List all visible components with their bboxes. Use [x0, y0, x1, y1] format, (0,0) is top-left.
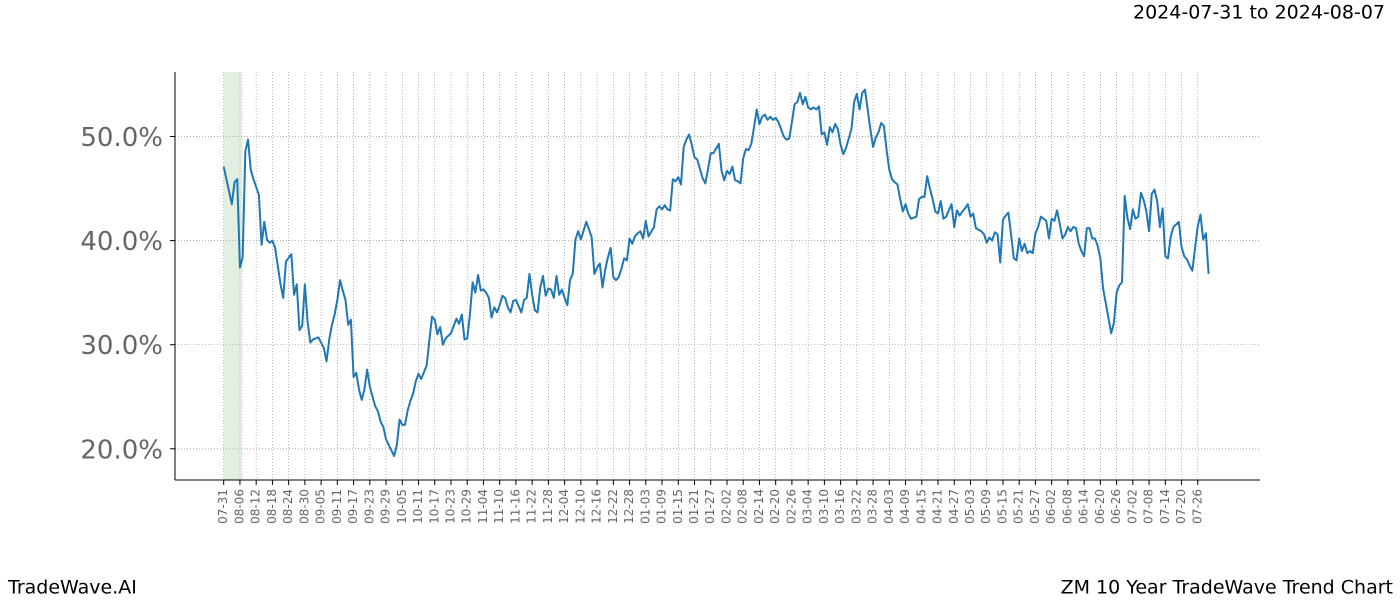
x-tick-label: 05-09 [979, 489, 993, 524]
x-tick-label: 03-28 [866, 489, 880, 524]
x-tick-label: 08-06 [232, 489, 246, 524]
x-tick-label: 10-05 [395, 489, 409, 524]
x-tick-label: 05-03 [963, 489, 977, 524]
x-tick-label: 06-14 [1077, 489, 1091, 524]
x-tick-label: 01-09 [655, 489, 669, 524]
x-tick-label: 03-16 [833, 489, 847, 524]
x-tick-label: 10-23 [443, 489, 457, 524]
x-tick-label: 02-14 [752, 489, 766, 524]
x-tick-label: 02-20 [768, 489, 782, 524]
x-tick-label: 05-15 [995, 489, 1009, 524]
x-tick-label: 03-04 [801, 489, 815, 524]
y-tick-label: 40.0% [80, 227, 163, 257]
x-tick-label: 09-29 [379, 489, 393, 524]
x-tick-label: 01-21 [687, 489, 701, 524]
x-tick-label: 12-28 [622, 489, 636, 524]
x-tick-label: 09-11 [330, 489, 344, 524]
x-tick-label: 09-23 [362, 489, 376, 524]
x-tick-label: 04-03 [882, 489, 896, 524]
x-tick-label: 01-03 [638, 489, 652, 524]
x-tick-label: 04-09 [898, 489, 912, 524]
x-tick-label: 08-12 [249, 489, 263, 524]
x-tick-label: 03-10 [817, 489, 831, 524]
x-tick-label: 08-24 [281, 489, 295, 524]
x-tick-label: 11-10 [492, 489, 506, 524]
x-tick-label: 04-27 [947, 489, 961, 524]
x-tick-label: 05-21 [1012, 489, 1026, 524]
x-tick-label: 10-17 [427, 489, 441, 524]
x-tick-label: 07-31 [216, 489, 230, 524]
x-tick-label: 12-22 [606, 489, 620, 524]
x-tick-label: 06-02 [1044, 489, 1058, 524]
x-tick-label: 08-30 [297, 489, 311, 524]
source-label: TradeWave.AI [7, 577, 137, 599]
plot-area [222, 88, 1210, 458]
x-tick-label: 02-26 [784, 489, 798, 524]
x-tick-label: 08-18 [265, 489, 279, 524]
x-tick-label: 06-26 [1109, 489, 1123, 524]
x-tick-label: 11-28 [541, 489, 555, 524]
x-tick-label: 07-02 [1125, 489, 1139, 524]
x-tick-label: 01-27 [703, 489, 717, 524]
x-tick-label: 11-04 [476, 489, 490, 524]
y-tick-label: 20.0% [80, 435, 163, 465]
x-tick-label: 05-27 [1028, 489, 1042, 524]
chart-title: ZM 10 Year TradeWave Trend Chart [1061, 577, 1393, 599]
x-tick-label: 10-11 [411, 489, 425, 524]
y-tick-label: 50.0% [80, 123, 163, 153]
x-tick-label: 11-22 [525, 489, 539, 524]
x-tick-label: 09-05 [314, 489, 328, 524]
x-tick-label: 06-08 [1060, 489, 1074, 524]
x-tick-label: 07-14 [1158, 489, 1172, 524]
x-tick-label: 04-21 [931, 489, 945, 524]
grid [170, 72, 1260, 485]
highlight-span [223, 72, 243, 480]
x-tick-label: 12-10 [573, 489, 587, 524]
x-tick-label: 12-04 [557, 489, 571, 524]
x-tick-label: 12-16 [590, 489, 604, 524]
y-tick-label: 30.0% [80, 331, 163, 361]
x-tick-label: 07-20 [1174, 489, 1188, 524]
x-tick-label: 07-26 [1190, 489, 1204, 524]
x-tick-label: 06-20 [1093, 489, 1107, 524]
x-tick-label: 02-02 [719, 489, 733, 524]
x-tick-label: 11-16 [508, 489, 522, 524]
x-tick-label: 10-29 [460, 489, 474, 524]
x-tick-label: 03-22 [849, 489, 863, 524]
x-tick-label: 07-08 [1142, 489, 1156, 524]
x-tick-label: 01-15 [671, 489, 685, 524]
x-tick-label: 09-17 [346, 489, 360, 524]
x-tick-label: 02-08 [736, 489, 750, 524]
x-tick-label: 04-15 [914, 489, 928, 524]
trend-line [222, 88, 1210, 458]
chart-subtitle: 2024-07-31 to 2024-08-07 [1133, 2, 1385, 24]
